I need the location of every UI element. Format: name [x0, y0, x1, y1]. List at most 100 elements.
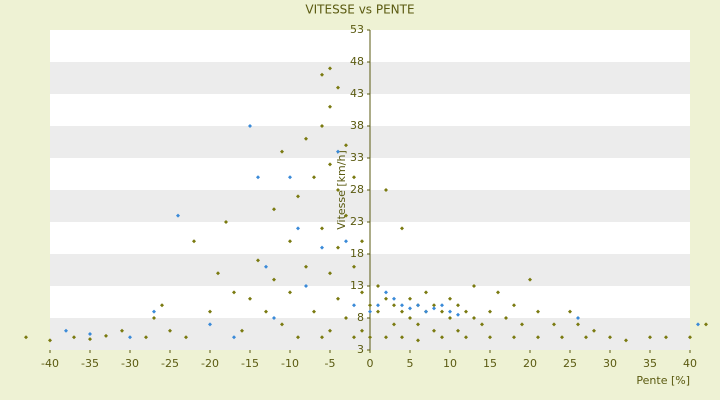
- data-point: [472, 316, 476, 320]
- data-point: [336, 149, 340, 154]
- data-point: [296, 226, 300, 231]
- x-tick-label: -15: [241, 357, 259, 370]
- data-point: [328, 66, 332, 71]
- data-point: [320, 245, 324, 250]
- data-point: [464, 309, 468, 314]
- data-point: [208, 322, 212, 327]
- data-point: [216, 271, 220, 276]
- data-point: [408, 306, 412, 311]
- data-point: [456, 328, 460, 333]
- data-point: [416, 322, 420, 327]
- data-point: [264, 264, 268, 269]
- x-tick-label: 35: [643, 357, 657, 370]
- x-tick-label: -40: [41, 357, 59, 370]
- data-point: [176, 213, 180, 218]
- x-axis-title: Pente [%]: [636, 374, 690, 387]
- data-point: [552, 322, 556, 327]
- data-point: [424, 290, 428, 295]
- data-point: [328, 328, 332, 333]
- data-point: [576, 322, 580, 327]
- data-point: [480, 322, 484, 327]
- data-point: [248, 124, 252, 128]
- data-point: [376, 303, 380, 308]
- data-point: [288, 290, 292, 295]
- data-point: [424, 309, 428, 314]
- data-point: [88, 332, 92, 336]
- data-point: [272, 277, 276, 282]
- data-point: [576, 316, 580, 320]
- data-point: [432, 328, 436, 333]
- data-point: [408, 316, 412, 320]
- data-point: [408, 296, 412, 301]
- data-point: [256, 258, 260, 263]
- y-axis-title: Vitesse [km/h]: [335, 150, 348, 230]
- data-point: [152, 309, 156, 314]
- x-tick-label: -35: [81, 357, 99, 370]
- data-point: [208, 309, 212, 314]
- chart-title: VITESSE vs PENTE: [305, 3, 414, 17]
- data-point: [376, 309, 380, 314]
- data-point: [352, 335, 356, 340]
- data-point: [384, 296, 388, 301]
- data-point: [344, 213, 348, 218]
- data-point: [592, 328, 596, 333]
- data-point: [72, 335, 76, 340]
- data-point: [344, 316, 348, 320]
- data-point: [256, 175, 260, 180]
- data-point: [184, 335, 188, 340]
- data-point: [336, 85, 340, 90]
- data-point: [440, 335, 444, 340]
- data-point: [464, 335, 468, 340]
- data-point: [240, 328, 244, 333]
- x-tick-label: 5: [407, 357, 414, 370]
- x-tick-label: 25: [563, 357, 577, 370]
- y-tick-label: 18: [350, 247, 364, 260]
- data-point: [472, 284, 476, 288]
- data-point: [696, 322, 700, 327]
- data-point: [328, 162, 332, 167]
- data-point: [416, 338, 420, 343]
- data-point: [560, 335, 564, 340]
- data-point: [48, 338, 52, 343]
- data-point: [24, 335, 28, 340]
- data-point: [456, 303, 460, 308]
- data-point: [288, 175, 292, 180]
- data-point: [104, 333, 108, 338]
- data-point: [400, 303, 404, 308]
- data-point: [352, 303, 356, 308]
- data-point: [344, 239, 348, 244]
- data-point: [320, 335, 324, 340]
- x-tick-label: 15: [483, 357, 497, 370]
- data-point: [320, 124, 324, 128]
- data-point: [448, 296, 452, 301]
- data-point: [272, 207, 276, 212]
- data-point: [440, 309, 444, 314]
- data-point: [504, 316, 508, 320]
- data-point: [280, 322, 284, 327]
- x-tick-label: 20: [523, 357, 537, 370]
- data-point: [400, 335, 404, 340]
- data-point: [264, 309, 268, 314]
- data-point: [392, 303, 396, 308]
- data-point: [528, 277, 532, 282]
- data-point: [296, 335, 300, 340]
- data-point: [688, 335, 692, 340]
- data-point: [536, 335, 540, 340]
- data-point: [648, 335, 652, 340]
- data-point: [88, 337, 92, 342]
- data-point: [568, 309, 572, 314]
- data-point: [288, 239, 292, 244]
- data-point: [584, 335, 588, 340]
- data-point: [384, 290, 388, 295]
- x-tick-label: -20: [201, 357, 219, 370]
- data-point: [232, 335, 236, 340]
- data-point: [368, 303, 372, 308]
- data-point: [152, 316, 156, 320]
- data-point: [144, 335, 148, 340]
- x-tick-label: 10: [443, 357, 457, 370]
- data-point: [392, 322, 396, 327]
- data-point: [296, 194, 300, 199]
- data-point: [336, 245, 340, 250]
- y-tick-label: 53: [350, 23, 364, 36]
